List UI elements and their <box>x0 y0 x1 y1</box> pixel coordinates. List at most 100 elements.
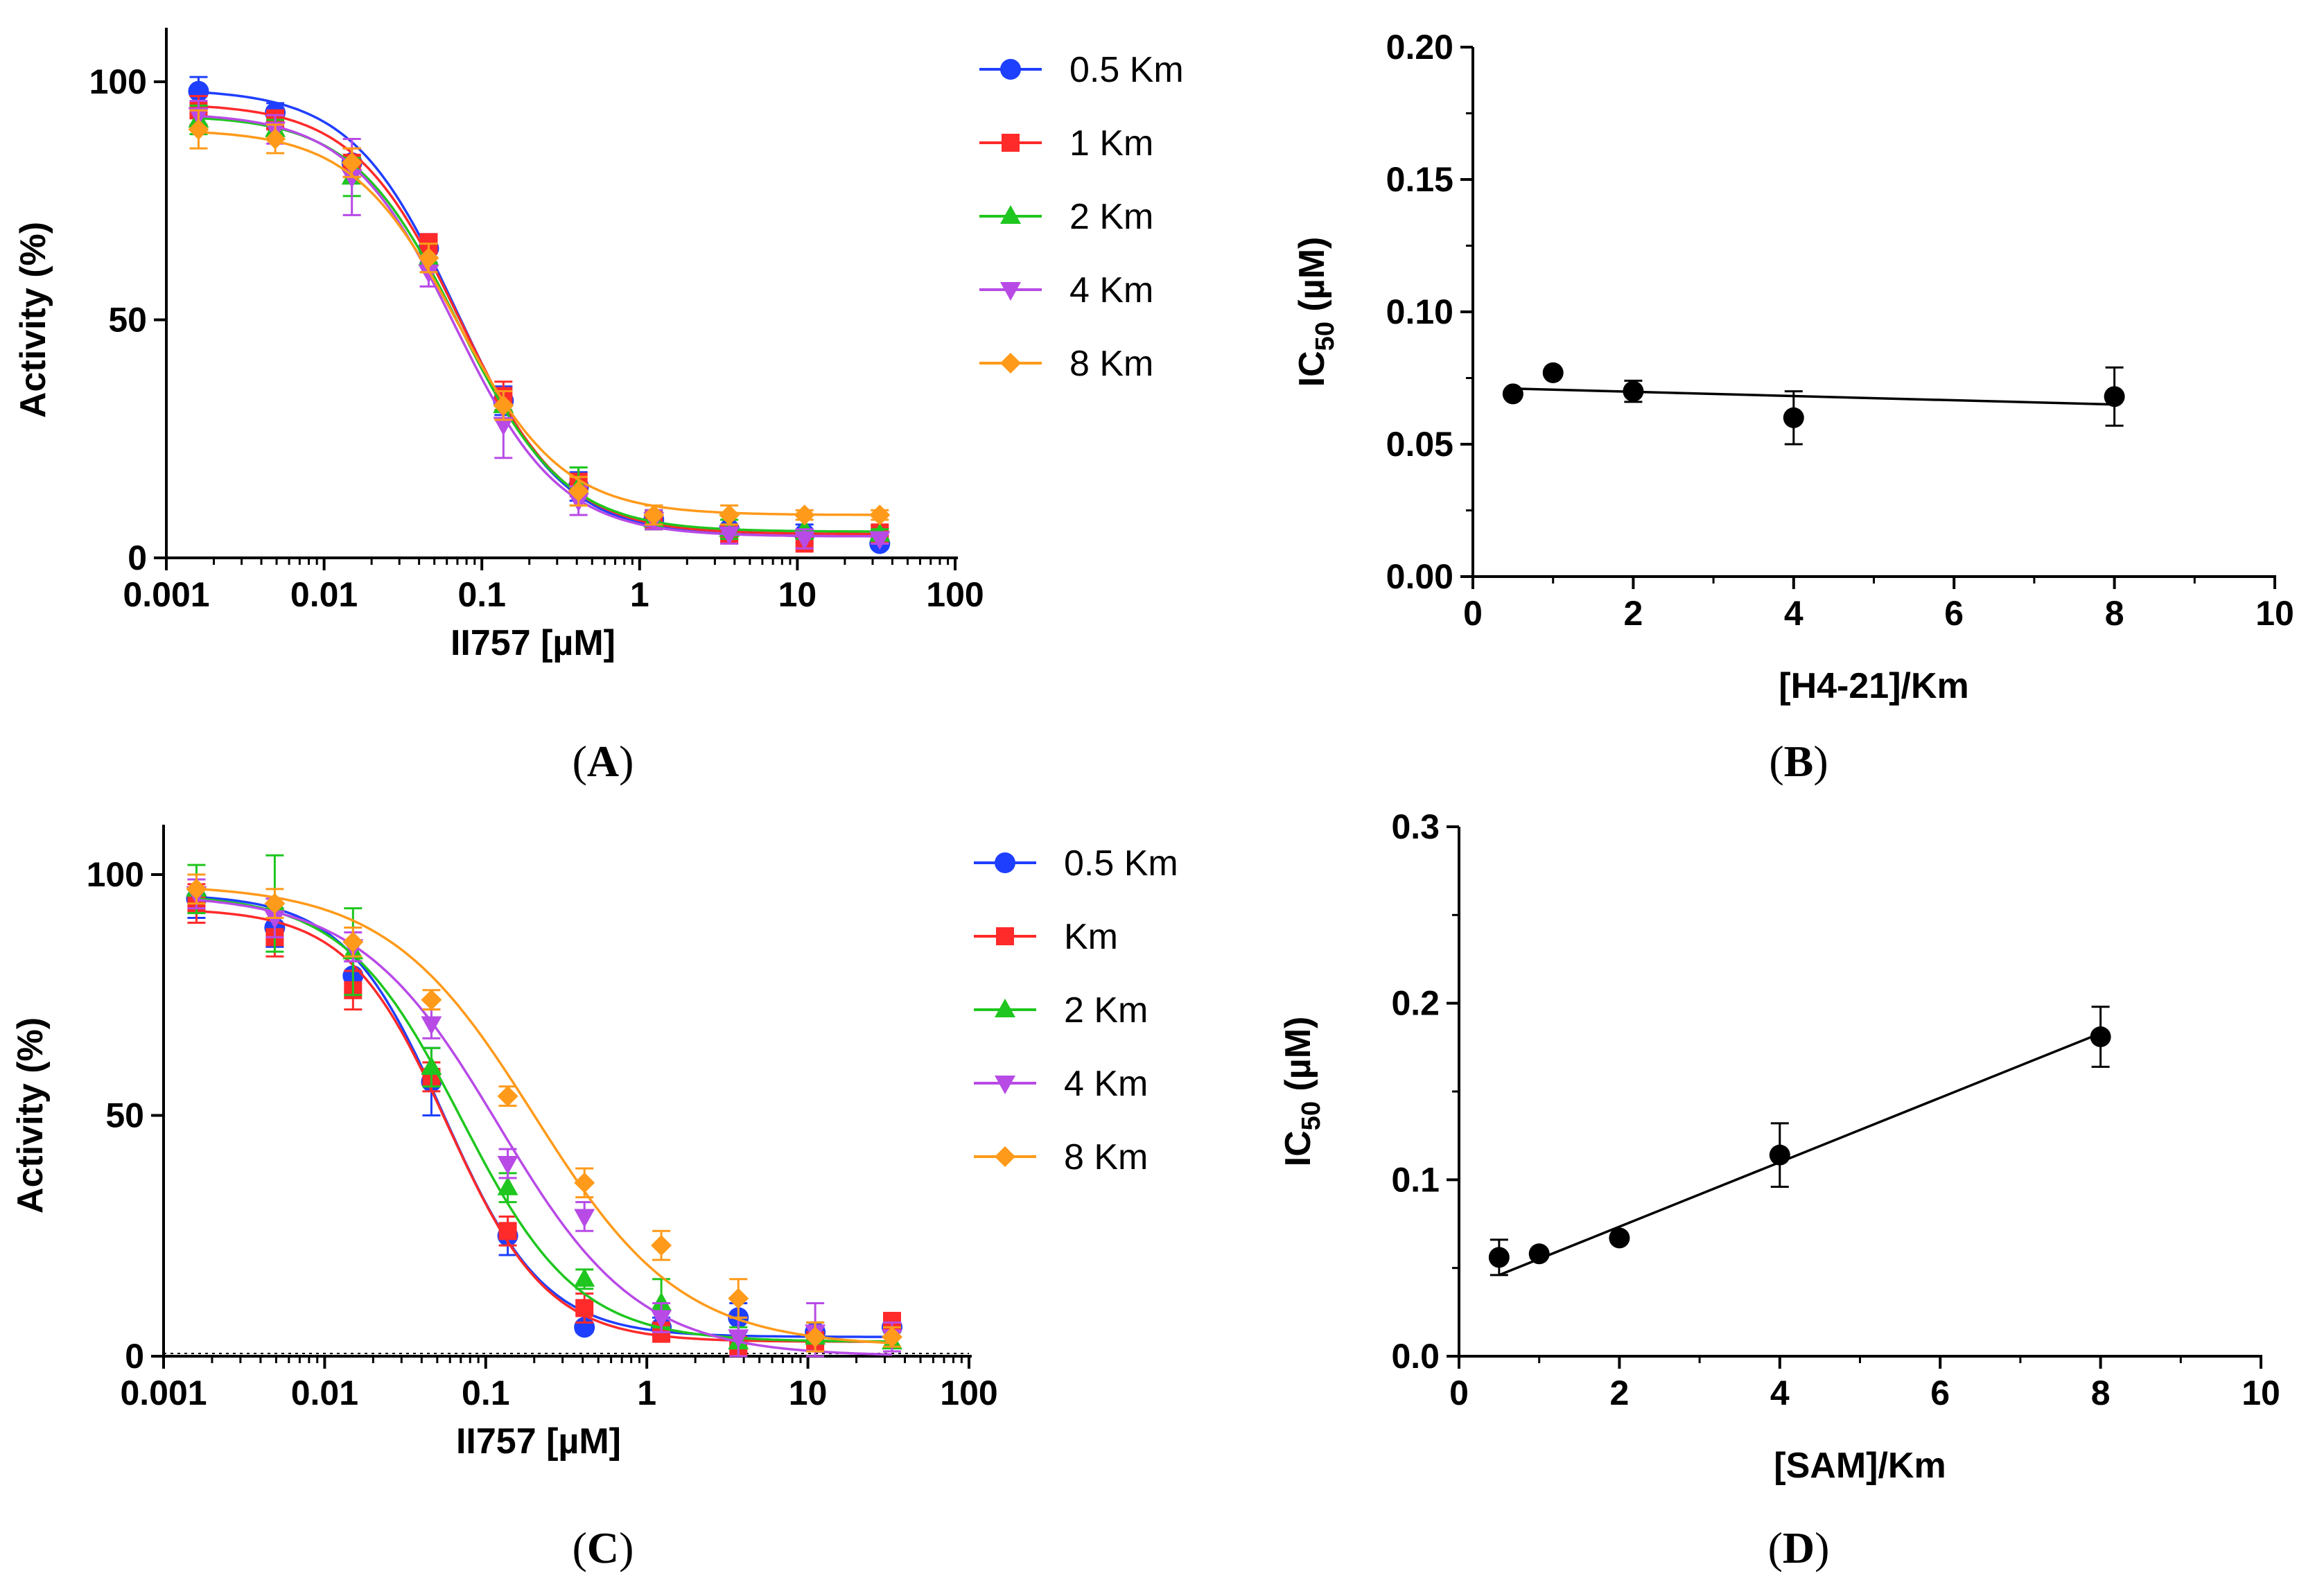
data-point <box>1528 1243 1550 1265</box>
fit-curve <box>196 895 892 1338</box>
caption-paren: ( <box>573 737 587 786</box>
data-point <box>719 526 740 545</box>
x-tick-label: 100 <box>926 575 984 614</box>
x-axis-label: [SAM]/Km <box>1774 1446 1946 1486</box>
data-point <box>421 1056 442 1075</box>
x-tick-label: 0.01 <box>290 575 358 614</box>
fit-curve <box>196 887 893 1344</box>
data-point <box>869 505 891 526</box>
x-axis-label: [H4-21]/Km <box>1779 666 1969 706</box>
series-0-5-Km <box>186 878 903 1343</box>
legend-label: Km <box>1064 917 1118 957</box>
y-tick-label: 100 <box>87 855 144 894</box>
legend-item: 4 Km <box>974 1064 1148 1104</box>
data-point <box>497 1176 518 1195</box>
y-tick-label: 100 <box>89 62 147 101</box>
y-label-main: IC <box>1278 1130 1318 1166</box>
x-tick-label: 10 <box>789 1374 828 1412</box>
caption-letter: C <box>587 1523 619 1572</box>
fit-line <box>1512 387 2115 406</box>
legend-marker <box>1000 205 1021 224</box>
caption-paren: ) <box>619 737 634 786</box>
y-tick-label: 0 <box>128 538 147 577</box>
data-point <box>651 1310 672 1329</box>
data-point <box>421 989 442 1010</box>
data-point <box>418 247 439 269</box>
data-point <box>805 1326 826 1348</box>
data-point <box>794 531 815 550</box>
caption-letter: B <box>1784 737 1814 786</box>
x-axis-label: II757 [µM] <box>451 623 615 663</box>
y-tick-label: 0.20 <box>1386 28 1453 67</box>
legend-marker <box>1000 59 1021 80</box>
fit-line <box>1499 1032 2102 1277</box>
legend-label: 1 Km <box>1069 123 1153 164</box>
data-point <box>651 1235 672 1256</box>
legend-item: 4 Km <box>979 270 1153 310</box>
data-point <box>568 480 589 502</box>
data-point <box>264 893 286 914</box>
legend-item: 2 Km <box>979 197 1153 237</box>
x-tick-label: 10 <box>2255 594 2294 633</box>
series-0-5-Km <box>188 76 891 554</box>
x-tick-label: 2 <box>1623 594 1643 633</box>
legend-marker <box>1002 134 1020 152</box>
fit-curve <box>198 114 880 538</box>
y-label-rest: (µM) <box>1292 237 1332 322</box>
series-2-Km <box>186 854 903 1358</box>
x-tick-label: 0 <box>1463 594 1483 633</box>
data-point <box>869 531 891 550</box>
data-point <box>574 1172 595 1193</box>
x-tick-label: 100 <box>940 1374 997 1412</box>
y-tick-label: 0.3 <box>1391 807 1440 846</box>
data-point <box>1542 362 1564 383</box>
data-point <box>341 152 363 173</box>
x-tick-label: 1 <box>630 575 649 614</box>
y-axis-label: Activity (%) <box>13 222 53 418</box>
panel-caption: (B) <box>1769 737 1828 786</box>
panel-c: 0.001 0.01 0.1 1 10 100 0 50 100 II757 [µM] Activi… <box>10 825 1178 1572</box>
data-point <box>493 416 514 436</box>
legend-label: 8 Km <box>1064 1137 1148 1177</box>
legend-marker <box>1000 353 1021 374</box>
y-tick-label: 0.00 <box>1386 557 1453 596</box>
legend-marker <box>996 927 1014 945</box>
legend-item: 8 Km <box>974 1137 1148 1177</box>
data-point <box>188 119 209 140</box>
series-8-Km <box>188 109 891 526</box>
data-point <box>575 1299 594 1317</box>
caption-paren: ) <box>1813 737 1828 786</box>
x-tick-label: 0 <box>1449 1374 1469 1412</box>
x-tick-label: 4 <box>1784 594 1803 633</box>
data-point <box>1783 407 1804 428</box>
x-tick-label: 0.1 <box>457 575 506 614</box>
y-axis-label: IC50 (µM) <box>1278 1017 1326 1167</box>
x-tick-label: 6 <box>1930 1374 1950 1412</box>
legend-label: 8 Km <box>1069 344 1153 384</box>
legend-label: 2 Km <box>1069 197 1153 237</box>
data-point <box>1488 1247 1510 1268</box>
data-point <box>186 878 207 900</box>
data-point <box>1609 1227 1630 1249</box>
caption-paren: ) <box>1815 1523 1829 1572</box>
data-point <box>574 1268 595 1287</box>
data-point <box>1623 380 1644 402</box>
data-point <box>421 1016 442 1035</box>
y-tick-label: 0.10 <box>1386 292 1453 331</box>
legend-item: 0.5 Km <box>979 50 1184 90</box>
fit-curve <box>196 898 893 1356</box>
data-point <box>2104 386 2125 407</box>
y-label-rest: (µM) <box>1278 1017 1318 1101</box>
legend-label: 2 Km <box>1064 990 1148 1031</box>
data-point <box>728 1329 749 1349</box>
legend-item: 0.5 Km <box>974 843 1178 884</box>
y-label-main: IC <box>1292 351 1332 387</box>
data-point <box>341 169 363 188</box>
series-Km <box>187 883 902 1358</box>
y-tick-label: 0.15 <box>1386 160 1453 199</box>
x-tick-label: 0.001 <box>120 1374 207 1412</box>
legend-marker <box>995 852 1015 873</box>
fit-curve <box>198 116 880 533</box>
y-tick-label: 50 <box>105 1096 144 1135</box>
legend-marker <box>995 1146 1015 1167</box>
